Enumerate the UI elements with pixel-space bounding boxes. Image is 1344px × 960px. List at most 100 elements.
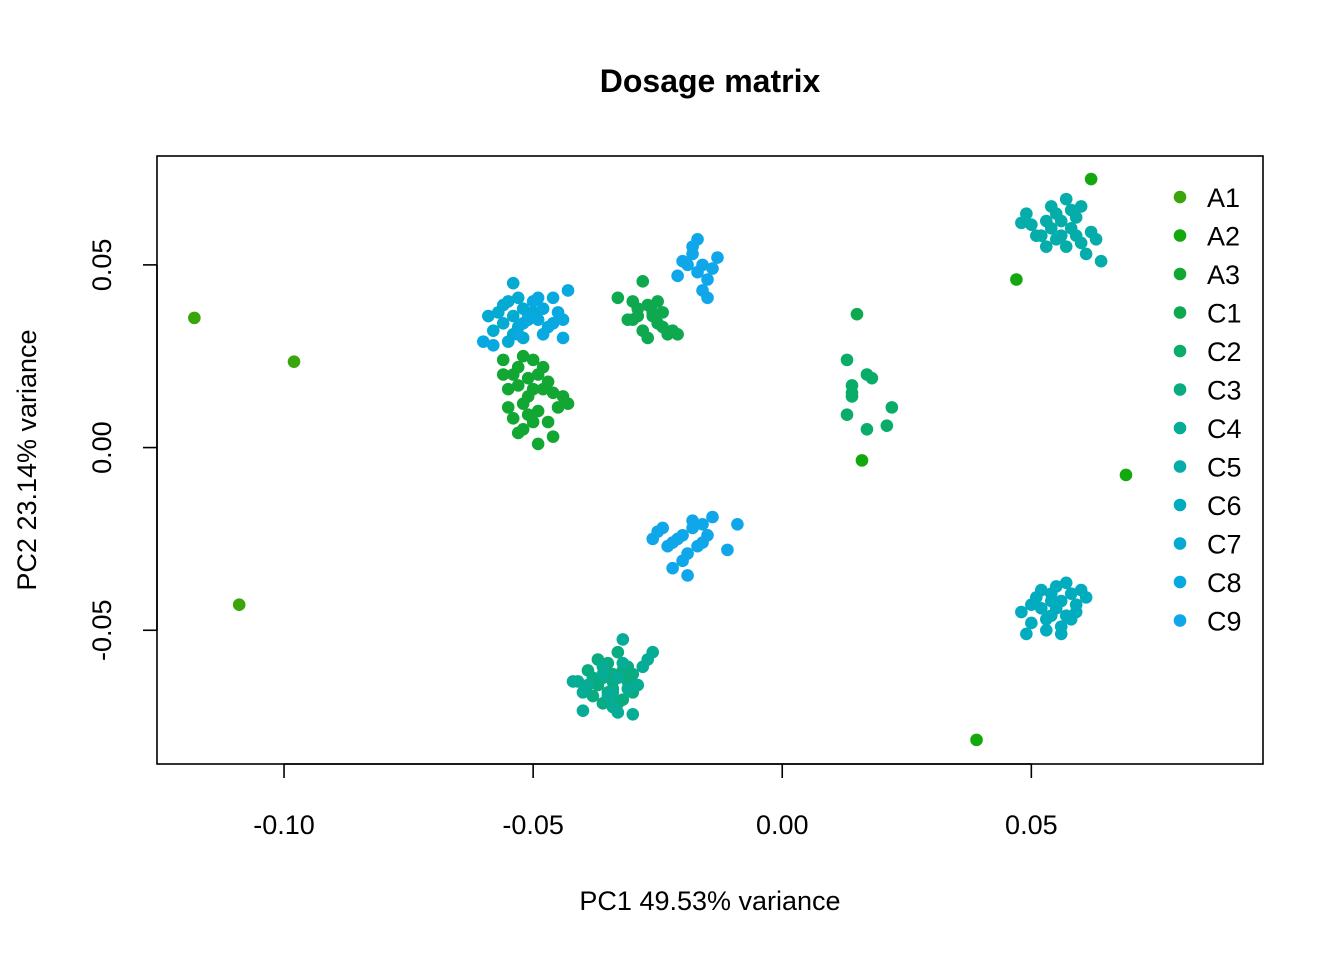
point-a3 [551,401,565,414]
legend-label-c7: C7 [1207,530,1242,560]
point-c6 [1059,576,1073,590]
point-a1 [188,311,201,325]
point-c6 [1039,613,1053,626]
y-tick-label: 0.00 [87,421,117,474]
point-c9 [661,539,674,553]
point-c5 [1069,229,1083,242]
point-c2 [885,401,899,414]
legend-marker-c2 [1173,344,1187,358]
point-c9 [686,240,699,253]
point-c1 [646,309,660,323]
point-c6 [1020,627,1033,641]
point-c7 [486,324,500,337]
legend-marker-c6 [1173,498,1187,512]
point-c8 [546,317,560,330]
legend-marker-c1 [1173,306,1187,319]
point-c4 [611,706,625,719]
point-c4 [566,675,580,688]
point-c8 [511,328,525,341]
legend-marker-c7 [1173,537,1187,550]
point-c5 [1015,216,1028,230]
point-c1 [636,275,650,288]
legend-marker-c4 [1173,421,1187,435]
x-tick-label: -0.05 [502,810,564,840]
point-a3 [501,401,515,414]
point-c1 [621,313,635,326]
point-c5 [1039,240,1053,253]
point-c7 [496,298,510,312]
legend-marker-c5 [1173,460,1187,473]
point-c2 [840,408,854,421]
point-c1 [850,307,864,321]
point-a3 [516,349,530,363]
point-c9 [666,561,679,575]
point-c8 [516,317,530,330]
chart-title: Dosage matrix [600,63,821,99]
point-a3 [561,397,575,411]
legend-label-c5: C5 [1207,453,1242,483]
point-a2 [1010,273,1023,286]
point-c1 [671,328,684,341]
point-c7 [506,276,520,290]
point-c7 [511,291,525,305]
point-c4 [576,704,590,717]
legend-label-a1: A1 [1207,183,1240,213]
point-c4 [626,708,640,721]
x-axis-label: PC1 49.53% variance [579,886,840,916]
point-c6 [1035,583,1048,597]
point-c5 [1049,233,1063,246]
point-a3 [521,371,535,385]
point-c9 [711,251,724,264]
point-c9 [731,518,744,531]
y-axis: -0.05 0.00 0.05 [87,239,158,661]
point-c9 [656,521,669,535]
point-c6 [1015,605,1028,619]
legend-label-c9: C9 [1207,607,1242,637]
point-a3 [506,368,520,381]
point-c8 [561,284,575,297]
point-a3 [526,353,540,367]
point-c8 [536,328,550,341]
point-c4 [616,656,630,670]
x-tick-label: -0.10 [253,810,315,840]
point-a2 [970,733,983,747]
point-c6 [1025,616,1038,630]
point-a2 [1084,172,1098,186]
point-a3 [531,437,545,451]
point-c2 [865,371,879,385]
point-c4 [596,667,610,681]
point-c2 [840,353,854,367]
point-c3 [586,689,600,703]
legend-marker-c3 [1173,383,1187,396]
point-c9 [706,262,719,275]
point-c4 [631,678,645,692]
point-c5 [1074,200,1088,213]
point-c1 [641,331,655,345]
point-c9 [706,510,719,524]
point-c4 [646,645,660,659]
point-c9 [671,269,684,283]
legend-marker-c8 [1173,575,1187,589]
legend: A1 A2 A3 C1 C2 C3 C4 C5 C6 C7 C8 C9 [1173,183,1242,637]
point-c7 [506,309,520,323]
point-a3 [496,368,510,381]
point-c6 [1025,598,1038,611]
point-a3 [546,430,560,443]
point-c1 [656,306,669,319]
point-a3 [511,379,525,392]
point-c3 [616,693,630,706]
legend-marker-a2 [1173,229,1187,242]
point-c8 [556,313,570,326]
y-axis-label: PC2 23.14% variance [12,329,42,590]
point-c6 [1079,591,1093,604]
point-c9 [696,258,709,272]
point-c5 [1039,214,1053,228]
point-c8 [531,291,545,305]
point-a3 [536,382,550,396]
point-a3 [546,386,560,400]
point-c2 [845,390,859,403]
point-a3 [496,353,510,367]
legend-label-c6: C6 [1207,491,1242,521]
point-a1 [232,598,246,611]
